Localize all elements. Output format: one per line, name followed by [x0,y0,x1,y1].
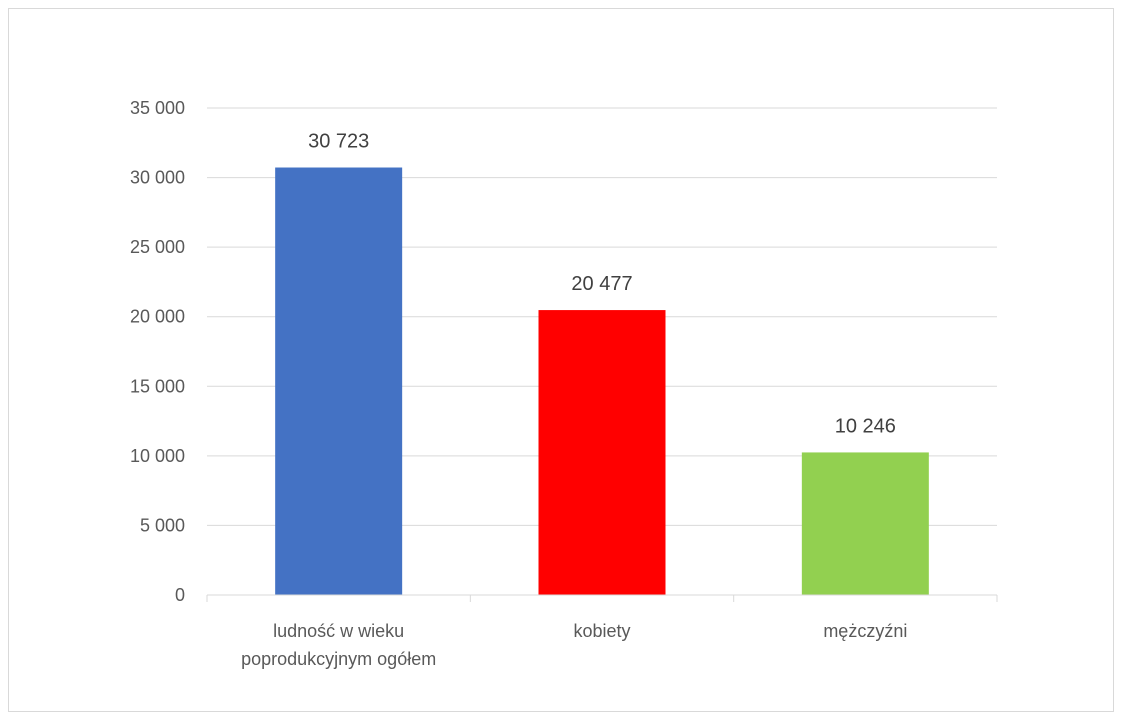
x-axis-category-labels: ludność w wieku poprodukcyjnym ogółem kobi… [241,621,907,669]
y-tick-label: 0 [175,585,185,605]
chart-frame: 0 5 000 10 000 15 000 20 000 25 000 30 000 35 0… [8,8,1114,712]
category-label: poprodukcyjnym ogółem [241,649,436,669]
data-label: 20 477 [571,273,632,295]
y-tick-label: 25 000 [130,237,185,257]
bar [275,167,403,595]
y-tick-label: 5 000 [140,515,185,535]
data-label: 30 723 [308,131,369,153]
y-tick-label: 15 000 [130,376,185,396]
bars [275,167,929,595]
data-label: 10 246 [835,415,896,437]
category-label: ludność w wieku [273,621,404,641]
bar [538,310,666,595]
y-tick-label: 30 000 [130,168,185,188]
data-labels: 30 723 20 477 10 246 [308,131,896,438]
bar-chart: 0 5 000 10 000 15 000 20 000 25 000 30 000 35 0… [130,98,998,669]
x-axis [206,594,998,602]
y-tick-label: 20 000 [130,307,185,327]
y-tick-label: 10 000 [130,446,185,466]
bar [801,452,929,595]
y-axis-tick-labels: 0 5 000 10 000 15 000 20 000 25 000 30 000 35 0… [130,98,185,605]
category-label: mężczyźni [823,621,907,641]
y-tick-label: 35 000 [130,98,185,118]
category-label: kobiety [573,621,630,641]
